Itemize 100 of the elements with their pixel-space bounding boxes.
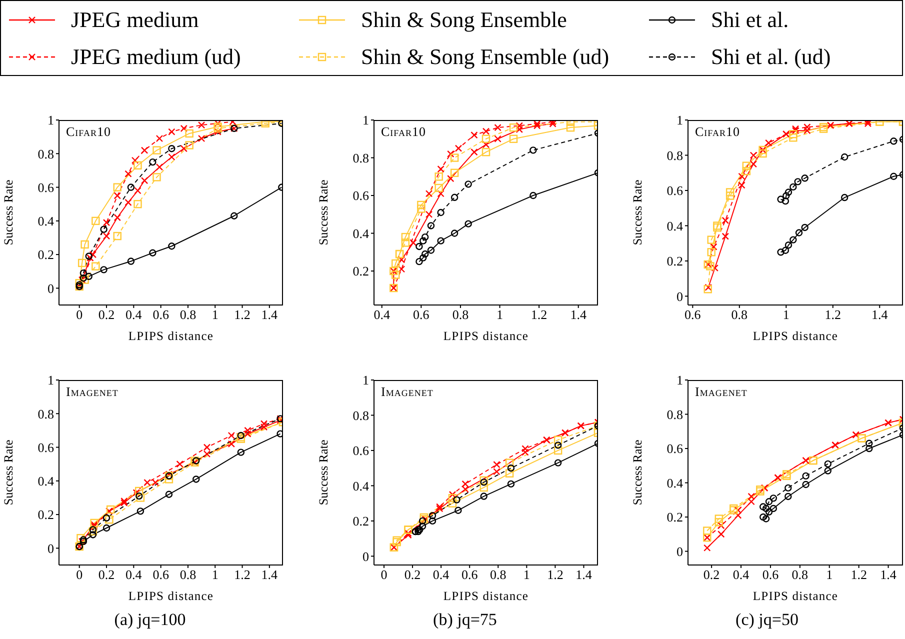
y-tick-label: 0.4 [666, 475, 684, 490]
x-tick-label: 1.4 [872, 307, 888, 322]
x-tick-label: 0.4 [126, 307, 142, 322]
y-axis-title: Success Rate [1, 439, 16, 506]
y-tick-label: 1 [48, 112, 54, 128]
x-axis-title: LPIPS distance [128, 589, 214, 603]
y-tick-label: 0 [48, 280, 54, 296]
x-tick-label: 0.6 [152, 307, 170, 322]
y-tick-label: 0.8 [352, 408, 369, 423]
x-tick-label: 0.8 [452, 307, 469, 322]
y-tick-label: 0.2 [666, 510, 683, 525]
x-tick-label: 0.2 [703, 567, 720, 582]
x-tick-label: 1.2 [234, 307, 250, 322]
y-tick-label: 0.6 [38, 440, 54, 455]
x-tick-label: 0.8 [792, 567, 808, 582]
x-tick-label: 0 [76, 567, 83, 582]
x-tick-label: 1.4 [570, 307, 587, 322]
legend-label: Shi et al. [711, 6, 789, 32]
x-axis-title: LPIPS distance [443, 589, 529, 603]
y-tick-label: 0.4 [38, 214, 54, 229]
x-tick-label: 1 [782, 307, 790, 322]
x-tick-label: 1.4 [261, 567, 278, 582]
y-axis-title: Success Rate [316, 179, 330, 246]
y-tick-label: 0.2 [352, 514, 369, 529]
x-tick-label: 1.4 [880, 567, 897, 582]
y-axis-title: Success Rate [316, 439, 330, 506]
y-tick-label: 0.6 [352, 443, 370, 458]
y-tick-label: 0.8 [666, 406, 683, 422]
y-tick-label: 0.8 [666, 148, 683, 163]
x-tick-label: 0.4 [732, 567, 750, 582]
y-axis-title: Success Rate [630, 439, 644, 506]
y-tick-label: 0.4 [352, 478, 370, 494]
x-tick-label: 1.2 [547, 567, 564, 582]
x-tick-label: 1.2 [850, 567, 867, 582]
y-tick-label: 1 [676, 112, 683, 128]
x-tick-label: 0.2 [98, 307, 115, 322]
x-tick-label: 0.6 [413, 307, 430, 322]
legend-label: JPEG medium (ud) [71, 44, 241, 70]
y-tick-label: 1 [676, 372, 683, 388]
x-tick-label: 1 [826, 567, 833, 582]
x-tick-label: 1.4 [576, 567, 592, 582]
y-tick-label: 0.8 [38, 406, 54, 422]
y-tick-label: 0 [676, 288, 683, 304]
legend-label: Shin & Song Ensemble [361, 6, 567, 32]
x-tick-label: 1.2 [234, 567, 250, 582]
x-tick-label: 0.4 [432, 567, 450, 582]
x-tick-label: 1 [212, 307, 218, 322]
x-tick-label: 0 [76, 307, 83, 322]
x-tick-label: 0.8 [180, 567, 196, 582]
x-tick-label: 0.2 [98, 567, 115, 582]
x-axis-title: LPIPS distance [443, 329, 529, 343]
x-tick-label: 0.4 [126, 567, 142, 582]
y-tick-label: 0.2 [38, 507, 54, 522]
y-tick-label: 0 [48, 540, 54, 556]
annotation: Imagenet [695, 384, 748, 400]
x-axis-title: LPIPS distance [752, 589, 838, 603]
x-tick-label: 1.4 [261, 307, 278, 322]
x-tick-label: 0.8 [180, 307, 196, 322]
x-tick-label: 1.2 [530, 307, 548, 322]
text: (a) jq=100 [113, 610, 187, 630]
x-tick-label: 0.8 [731, 307, 748, 322]
y-tick-label: 1 [48, 372, 54, 388]
y-tick-label: 0 [676, 544, 683, 559]
annotation: Imagenet [381, 384, 434, 400]
y-tick-label: 0.2 [352, 264, 369, 279]
y-tick-label: 0.6 [38, 180, 54, 195]
annotation: Cifar10 [381, 124, 426, 140]
y-tick-label: 0.4 [666, 218, 684, 234]
annotation: Cifar10 [66, 124, 112, 140]
text: (b) jq=75 [432, 610, 498, 630]
y-tick-label: 1 [362, 112, 369, 128]
y-tick-label: 0.2 [38, 247, 54, 262]
legend-label: Shi et al. (ud) [711, 44, 831, 70]
y-tick-label: 0.6 [666, 183, 684, 198]
x-axis-title: LPIPS distance [752, 329, 838, 343]
y-tick-label: 0.8 [38, 146, 54, 162]
y-tick-label: 0.4 [38, 474, 54, 489]
x-tick-label: 0.4 [374, 307, 390, 322]
x-tick-label: 0.2 [404, 567, 421, 582]
x-tick-label: 0 [380, 567, 388, 582]
y-tick-label: 0.4 [352, 226, 370, 241]
x-tick-label: 0.8 [490, 567, 506, 582]
y-tick-label: 0.8 [352, 150, 369, 166]
x-tick-label: 0.6 [762, 567, 780, 582]
x-tick-label: 1.2 [824, 307, 842, 322]
x-tick-label: 0.6 [461, 567, 478, 582]
x-tick-label: 0.6 [152, 567, 170, 582]
y-tick-label: 0 [362, 548, 369, 564]
x-tick-label: 1 [212, 567, 218, 582]
y-tick-label: 0.6 [666, 441, 684, 456]
y-axis-title: Success Rate [1, 179, 16, 246]
y-tick-label: 0.2 [666, 254, 683, 269]
y-tick-label: 1 [362, 372, 369, 388]
annotation: Imagenet [66, 384, 118, 400]
legend-label: Shin & Song Ensemble (ud) [361, 44, 610, 70]
legend-label: JPEG medium [71, 6, 199, 32]
text: (c) jq=50 [734, 610, 800, 630]
annotation: Cifar10 [695, 124, 740, 140]
y-axis-title: Success Rate [630, 179, 644, 246]
x-axis-title: LPIPS distance [128, 329, 214, 343]
